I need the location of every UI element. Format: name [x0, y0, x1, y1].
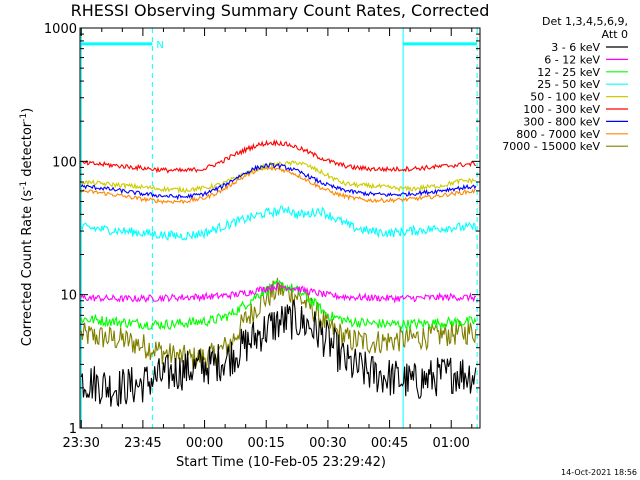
legend-header-line-2: Att 0 [602, 28, 628, 41]
x-axis-label: Start Time (10-Feb-05 23:29:42) [176, 455, 386, 470]
legend-label-0: 3 - 6 keV [551, 41, 600, 54]
axes: 1 10 100 1000 23:30 23:45 00:00 00:15 00:30 00:45… [44, 22, 481, 451]
legend-label-2: 12 - 25 keV [537, 66, 600, 79]
legend-label-3: 25 - 50 keV [537, 78, 600, 91]
legend-label-1: 6 - 12 keV [544, 53, 600, 66]
y-axis-label-sup2: -1 [19, 113, 29, 122]
x-tick-label-00:15: 00:15 [247, 436, 284, 451]
legend-label-6: 300 - 800 keV [523, 115, 600, 128]
y-axis-label-main: Corrected Count Rate (s [20, 190, 35, 347]
x-tick-label-00:00: 00:00 [186, 436, 223, 451]
series-line-300-800-keV [80, 162, 477, 201]
series-layer [80, 138, 477, 408]
legend-header-line-1: Det 1,3,4,5,6,9, [542, 15, 628, 28]
x-tick-label-00:30: 00:30 [309, 436, 346, 451]
y-axis-label-end: ) [20, 108, 35, 113]
series-line-25-50-keV [80, 205, 477, 242]
y-axis-label: Corrected Count Rate (s-1 detector-1) [19, 108, 35, 346]
y-tick-label-100: 100 [52, 155, 77, 170]
legend-label-7: 800 - 7000 keV [516, 128, 600, 141]
y-tick-label-10: 10 [60, 289, 77, 304]
series-line-100-300-keV [81, 138, 477, 174]
plot-frame [79, 27, 481, 429]
series-line-6-12-keV [80, 282, 477, 304]
x-tick-label-23:30: 23:30 [62, 436, 99, 451]
series-line-800-7000-keV [80, 166, 477, 205]
series-line-3-6-keV [80, 299, 477, 408]
legend-label-4: 50 - 100 keV [530, 91, 600, 104]
chart-title: RHESSI Observing Summary Count Rates, Co… [71, 1, 490, 20]
night-bar-label: N [156, 40, 163, 51]
y-axis-label-mid: detector [20, 121, 35, 181]
legend-label-8: 7000 - 15000 keV [502, 140, 600, 153]
night-intervals: N [80, 28, 478, 428]
legend-label-5: 100 - 300 keV [523, 103, 600, 116]
x-tick-label-00:45: 00:45 [371, 436, 408, 451]
x-tick-label-01:00: 01:00 [432, 436, 469, 451]
x-tick-label-23:45: 23:45 [124, 436, 161, 451]
timestamp: 14-Oct-2021 18:56 [561, 468, 637, 477]
y-tick-label-1: 1 [69, 422, 77, 437]
y-axis-label-sup1: -1 [19, 181, 29, 190]
y-tick-label-1000: 1000 [44, 22, 77, 37]
